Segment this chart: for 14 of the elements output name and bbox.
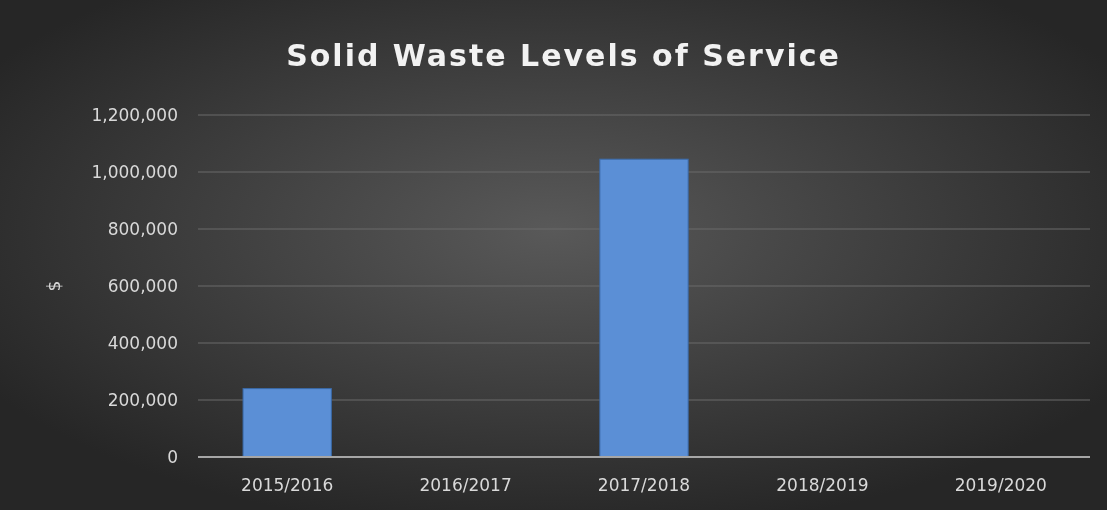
x-tick-label: 2015/2016 — [241, 475, 334, 495]
y-axis-title: $ — [44, 280, 64, 292]
x-tick-label: 2017/2018 — [597, 475, 691, 495]
y-tick-label: 800,000 — [107, 218, 178, 239]
y-tick-label: 0 — [167, 446, 178, 467]
y-tick-label: 600,000 — [107, 275, 178, 296]
y-tick-label: 1,000,000 — [91, 161, 178, 182]
x-tick-label: 2018/2019 — [776, 475, 869, 495]
y-tick-label: 400,000 — [107, 332, 178, 353]
chart-title: Solid Waste Levels of Service — [286, 38, 841, 73]
y-tick-label: 200,000 — [107, 389, 178, 410]
x-tick-label: 2019/2020 — [954, 475, 1047, 495]
y-tick-label: 1,200,000 — [91, 104, 178, 125]
x-tick-label: 2016/2017 — [419, 475, 512, 495]
